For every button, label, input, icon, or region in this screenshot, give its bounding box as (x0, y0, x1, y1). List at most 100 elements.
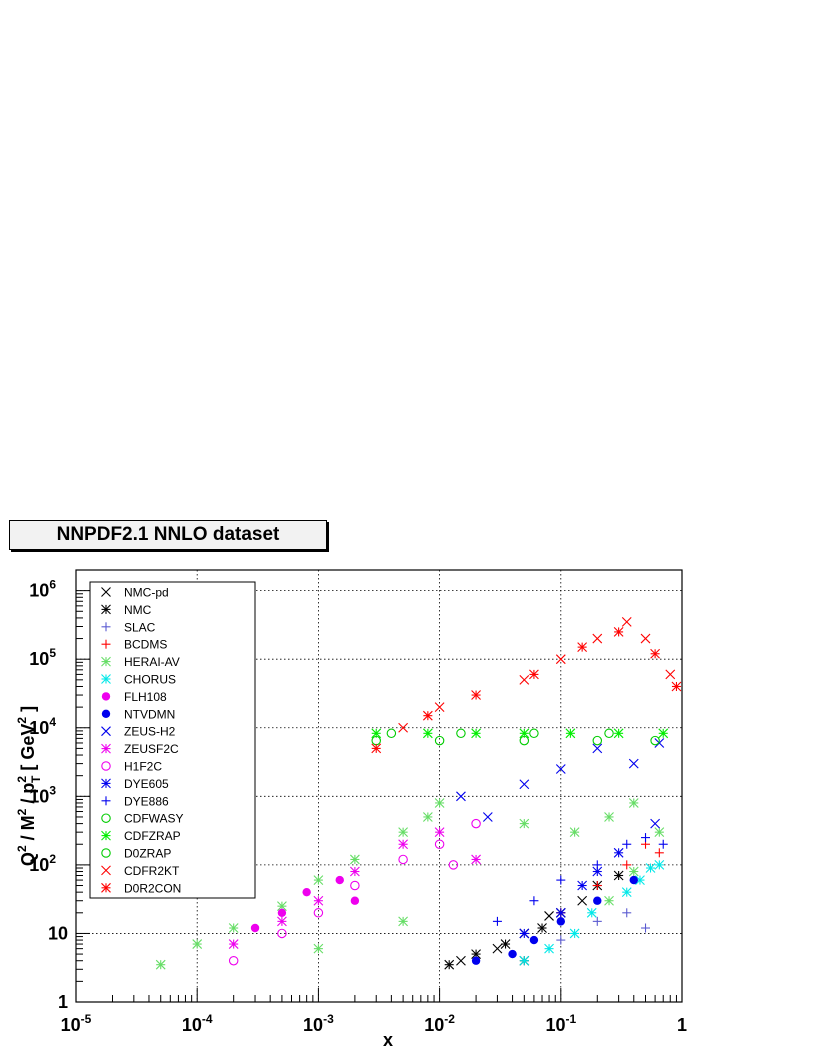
legend-label: FLH108 (124, 690, 167, 704)
data-point (544, 911, 554, 921)
legend-label: DYE886 (124, 794, 169, 808)
data-point (593, 896, 602, 905)
data-point (577, 880, 588, 891)
legend-marker (101, 604, 111, 615)
legend-marker (101, 692, 111, 701)
data-point (555, 907, 566, 918)
data-point (586, 907, 597, 918)
data-point (650, 818, 661, 829)
data-point (537, 923, 547, 933)
data-point (556, 917, 565, 926)
data-point (313, 908, 324, 918)
data-point (349, 854, 360, 865)
data-point (519, 728, 530, 739)
data-point (592, 633, 603, 644)
legend-marker (101, 848, 111, 858)
data-point (592, 743, 603, 754)
y-tick-label: 106 (29, 578, 56, 601)
legend-marker (101, 761, 111, 771)
y-tick-label: 104 (29, 715, 56, 738)
legend-marker (101, 830, 111, 841)
data-point (371, 728, 382, 739)
data-point (645, 863, 656, 873)
legend-frame (89, 581, 256, 899)
data-point (592, 860, 602, 870)
data-point (650, 735, 660, 746)
legend-marker (101, 796, 111, 806)
data-point (434, 839, 445, 849)
data-point (155, 959, 166, 970)
data-point (613, 870, 624, 881)
data-point (641, 923, 651, 933)
data-point (569, 827, 580, 838)
data-point (654, 859, 665, 870)
legend-label: CHORUS (124, 673, 176, 687)
data-point (592, 866, 603, 877)
data-point (592, 916, 602, 926)
data-point (434, 798, 445, 808)
data-point (277, 916, 287, 927)
y-tick-label: 10 (48, 923, 68, 943)
legend-label: H1F2C (124, 760, 162, 774)
data-point (422, 728, 433, 739)
data-point (665, 669, 676, 680)
data-point (529, 896, 539, 906)
legend-marker (101, 743, 111, 754)
data-point (422, 710, 433, 721)
legend-marker (101, 813, 111, 823)
data-point (654, 738, 665, 748)
data-point (641, 833, 651, 843)
legend-marker (101, 882, 111, 893)
data-point (350, 896, 360, 905)
data-point (398, 722, 409, 733)
data-point (519, 818, 530, 829)
x-tick-label: 10-3 (303, 1012, 334, 1035)
legend-label: CDFZRAP (124, 829, 181, 843)
legend-marker (101, 865, 111, 876)
data-point (398, 839, 409, 850)
data-point (313, 895, 324, 906)
data-point (500, 939, 511, 949)
data-point (349, 866, 360, 877)
data-point (654, 827, 665, 838)
chart-title: NNPDF2.1 NNLO dataset (56, 524, 280, 545)
legend-marker (101, 726, 111, 737)
data-point (398, 854, 408, 865)
data-point (277, 908, 287, 918)
data-point (565, 728, 576, 739)
data-point (613, 847, 624, 858)
legend-marker (101, 587, 111, 597)
legend-label: DYE605 (124, 777, 169, 791)
legend-marker (101, 622, 111, 632)
legend-label: D0R2CON (124, 881, 181, 895)
data-point (192, 939, 203, 949)
data-point (622, 839, 632, 849)
data-point (658, 728, 669, 739)
data-point (592, 881, 602, 891)
data-point (577, 642, 588, 653)
data-point (398, 827, 409, 838)
legend-label: ZEUSF2C (124, 742, 179, 756)
data-point (228, 955, 239, 966)
data-point (313, 943, 324, 954)
data-point (350, 880, 360, 891)
data-point (555, 764, 566, 774)
data-point (302, 887, 311, 897)
data-point (519, 779, 530, 790)
legend-label: CDFWASY (124, 812, 184, 826)
data-point (654, 848, 664, 858)
data-point (592, 735, 603, 746)
y-tick-label: 1 (58, 992, 68, 1012)
data-point (335, 875, 344, 885)
x-tick-label: 10-5 (61, 1012, 92, 1035)
data-point (604, 728, 614, 739)
y-tick-label: 103 (29, 783, 56, 806)
data-point (604, 812, 614, 822)
data-point (529, 669, 539, 680)
data-point (604, 895, 614, 906)
data-point (529, 728, 539, 739)
data-point (471, 854, 481, 865)
data-point (386, 728, 397, 739)
legend-label: ZEUS-H2 (124, 725, 176, 739)
legend: NMC-pd NMC SLAC BCDMS HERAI-AV CHORUS FLH108 NT… (89, 581, 256, 899)
